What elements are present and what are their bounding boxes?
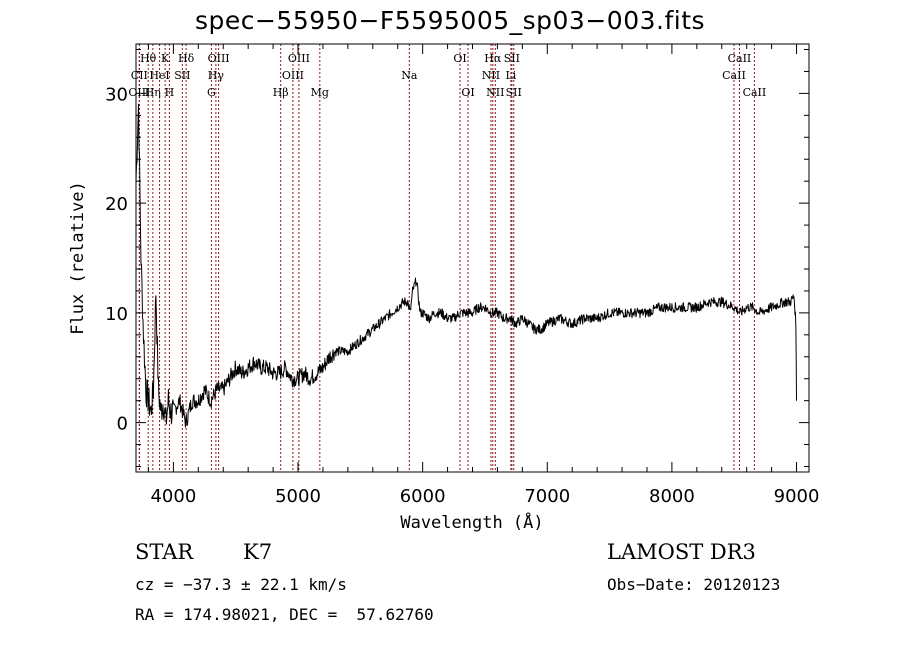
line-label-12: Hβ bbox=[273, 86, 289, 99]
line-label-5: K bbox=[161, 52, 170, 65]
line-label-22: Li bbox=[505, 69, 516, 82]
redshift-label: cz = −37.3 ± 22.1 km/s bbox=[135, 575, 347, 594]
line-label-11: G bbox=[207, 86, 216, 99]
flux-series-line bbox=[135, 103, 797, 428]
line-label-25: CaII bbox=[728, 52, 752, 65]
line-label-9: OIII bbox=[208, 52, 230, 65]
survey-label: LAMOST DR3 bbox=[607, 540, 756, 564]
y-tick-label-2: 20 bbox=[105, 194, 128, 215]
subclass-label: K7 bbox=[243, 540, 273, 564]
line-label-8: Hδ bbox=[178, 52, 195, 65]
obs-date-label: Obs−Date: 20120123 bbox=[607, 575, 781, 594]
axis-ticks bbox=[136, 44, 809, 472]
x-tick-label-2: 6000 bbox=[400, 486, 446, 507]
line-label-2: OIII bbox=[128, 86, 150, 99]
axis-tick-labels: 4000 5000 6000 7000 8000 9000 0 10 20 30 bbox=[105, 84, 819, 507]
y-axis-label: Flux (relative) bbox=[68, 181, 88, 335]
class-label: STAR bbox=[135, 540, 194, 564]
y-tick-label-0: 0 bbox=[117, 414, 128, 435]
line-label-24: SII bbox=[506, 86, 522, 99]
line-label-6: H bbox=[165, 86, 175, 99]
x-tick-label-0: 4000 bbox=[150, 486, 196, 507]
line-label-27: CaII bbox=[743, 86, 767, 99]
x-tick-label-5: 9000 bbox=[774, 486, 820, 507]
x-tick-label-4: 8000 bbox=[649, 486, 695, 507]
line-label-15: Mg bbox=[311, 86, 329, 99]
line-label-18: OI bbox=[461, 86, 474, 99]
chart-title: spec−55950−F5595005_sp03−003.fits bbox=[194, 6, 706, 35]
x-tick-label-1: 5000 bbox=[275, 486, 321, 507]
line-label-14: OIII bbox=[282, 69, 304, 82]
y-tick-label-3: 30 bbox=[105, 84, 128, 105]
line-label-16: Na bbox=[401, 69, 418, 82]
line-label-23: NII bbox=[486, 86, 504, 99]
x-axis-label: Wavelength (Å) bbox=[400, 511, 543, 533]
line-label-13: OIII bbox=[288, 52, 310, 65]
line-label-19: Hα bbox=[484, 52, 502, 65]
x-tick-label-3: 7000 bbox=[524, 486, 570, 507]
line-label-7: SII bbox=[174, 69, 190, 82]
line-label-20: SII bbox=[504, 52, 520, 65]
plot-frame bbox=[135, 43, 810, 473]
line-label-21: NII bbox=[482, 69, 500, 82]
line-label-26: CaII bbox=[722, 69, 746, 82]
line-label-10: Hγ bbox=[208, 69, 225, 82]
line-label-17: OI bbox=[453, 52, 466, 65]
y-tick-label-1: 10 bbox=[105, 304, 128, 325]
line-label-3: Hη bbox=[145, 86, 161, 99]
line-label-0: Hθ bbox=[140, 52, 157, 65]
line-label-1: CII bbox=[131, 69, 148, 82]
coordinates-label: RA = 174.98021, DEC = 57.62760 bbox=[135, 605, 434, 624]
emission-line-markers bbox=[138, 44, 755, 472]
line-label-4: HeI bbox=[149, 69, 169, 82]
